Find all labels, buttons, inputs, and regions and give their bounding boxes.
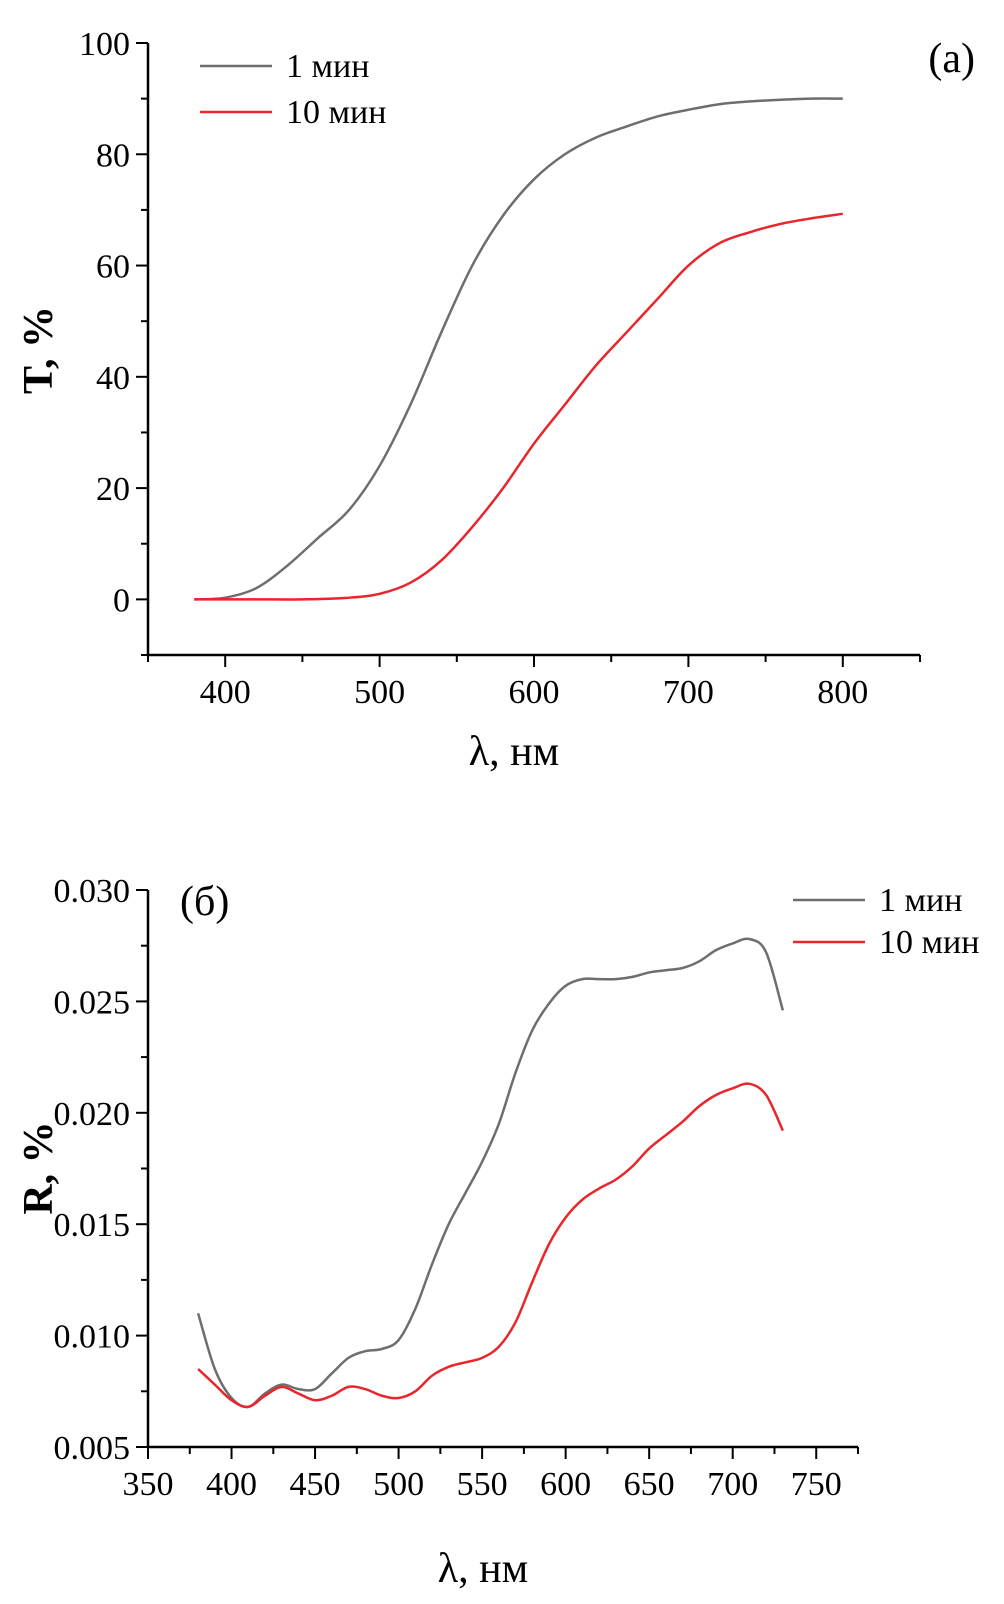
x-tick-label: 600 (540, 1466, 591, 1503)
x-axis-label: λ, нм (469, 729, 559, 775)
y-axis-label: R, % (16, 1121, 62, 1214)
x-tick-label: 500 (373, 1466, 424, 1503)
x-axis-label: λ, нм (438, 1546, 528, 1592)
y-tick-label: 0.030 (54, 873, 131, 910)
x-tick-label: 500 (354, 674, 405, 711)
panel-label: (б) (180, 879, 229, 925)
y-tick-label: 60 (96, 249, 130, 286)
legend-label: 10 мин (286, 94, 386, 131)
x-tick-label: 400 (206, 1466, 257, 1503)
x-tick-label: 550 (457, 1466, 508, 1503)
y-tick-label: 100 (79, 26, 130, 63)
x-tick-label: 750 (791, 1466, 842, 1503)
x-tick-label: 650 (624, 1466, 675, 1503)
legend-entry: 1 мин (793, 882, 962, 919)
y-tick-label: 0.010 (54, 1319, 131, 1356)
x-tick-label: 800 (817, 674, 868, 711)
legend-entry: 10 мин (793, 924, 979, 961)
chart-panel-a: 400 500 600 700 800 0 20 40 60 80 100 λ, нм T, % (a) 1… (16, 26, 975, 775)
y-tick-label: 0.025 (54, 984, 131, 1021)
legend-label: 10 мин (879, 924, 979, 961)
series-line-10min (197, 1082, 784, 1409)
x-tick-label: 700 (707, 1466, 758, 1503)
y-tick-label: 0.015 (54, 1207, 131, 1244)
x-tick-label: 450 (290, 1466, 341, 1503)
y-tick-label: 40 (96, 360, 130, 397)
legend-entry: 1 мин (200, 48, 369, 85)
y-tick-label: 0.005 (54, 1430, 131, 1467)
y-tick-label: 80 (96, 137, 130, 174)
series-line-10min (194, 212, 843, 601)
x-tick-label: 350 (123, 1466, 174, 1503)
x-tick-label: 700 (663, 674, 714, 711)
panel-label: (a) (928, 36, 975, 82)
y-tick-label: 0.020 (54, 1096, 131, 1133)
y-axis-label: T, % (16, 306, 62, 394)
series-line-1min (194, 97, 843, 601)
x-tick-label: 400 (200, 674, 251, 711)
y-tick-label: 0 (113, 582, 130, 619)
series-line-1min (196, 937, 785, 1409)
x-tick-label: 600 (509, 674, 560, 711)
legend-label: 1 мин (286, 48, 369, 85)
legend-entry: 10 мин (200, 94, 386, 131)
chart-panel-b: 350 400 450 500 550 600 650 700 750 0.005 0.010 0.0… (16, 873, 979, 1592)
y-tick-label: 20 (96, 471, 130, 508)
legend-label: 1 мин (879, 882, 962, 919)
